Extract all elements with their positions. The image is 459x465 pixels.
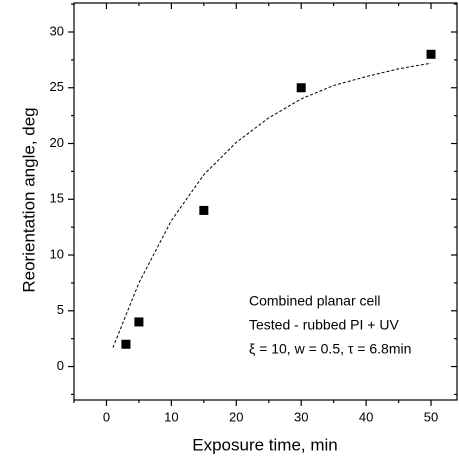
data-point [296,83,306,93]
y-tick-label: 30 [50,23,64,38]
x-tick-label: 30 [294,409,308,424]
x-tick-label: 10 [164,409,178,424]
data-point [199,205,209,215]
x-tick-label: 0 [103,409,110,424]
x-axis-title: Exposure time, min [192,435,338,454]
y-tick-label: 15 [50,191,64,206]
y-tick-label: 5 [57,302,64,317]
x-tick-label: 40 [359,409,373,424]
fit-curve [112,62,432,348]
plot-frame [73,2,458,401]
y-tick-label: 0 [57,358,64,373]
annotation: Combined planar cell [249,293,381,309]
x-tick-label: 50 [424,409,438,424]
annotation: Tested - rubbed PI + UV [249,317,399,333]
y-axis-title: Reorientation angle, deg [19,107,38,292]
data-point [134,317,144,327]
y-tick-label: 10 [50,246,64,261]
y-tick-label: 25 [50,79,64,94]
annotation: ξ = 10, w = 0.5, τ = 6.8min [249,341,411,357]
x-tick-label: 20 [229,409,243,424]
y-tick-label: 20 [50,135,64,150]
data-point [426,49,436,59]
data-point [121,339,131,349]
